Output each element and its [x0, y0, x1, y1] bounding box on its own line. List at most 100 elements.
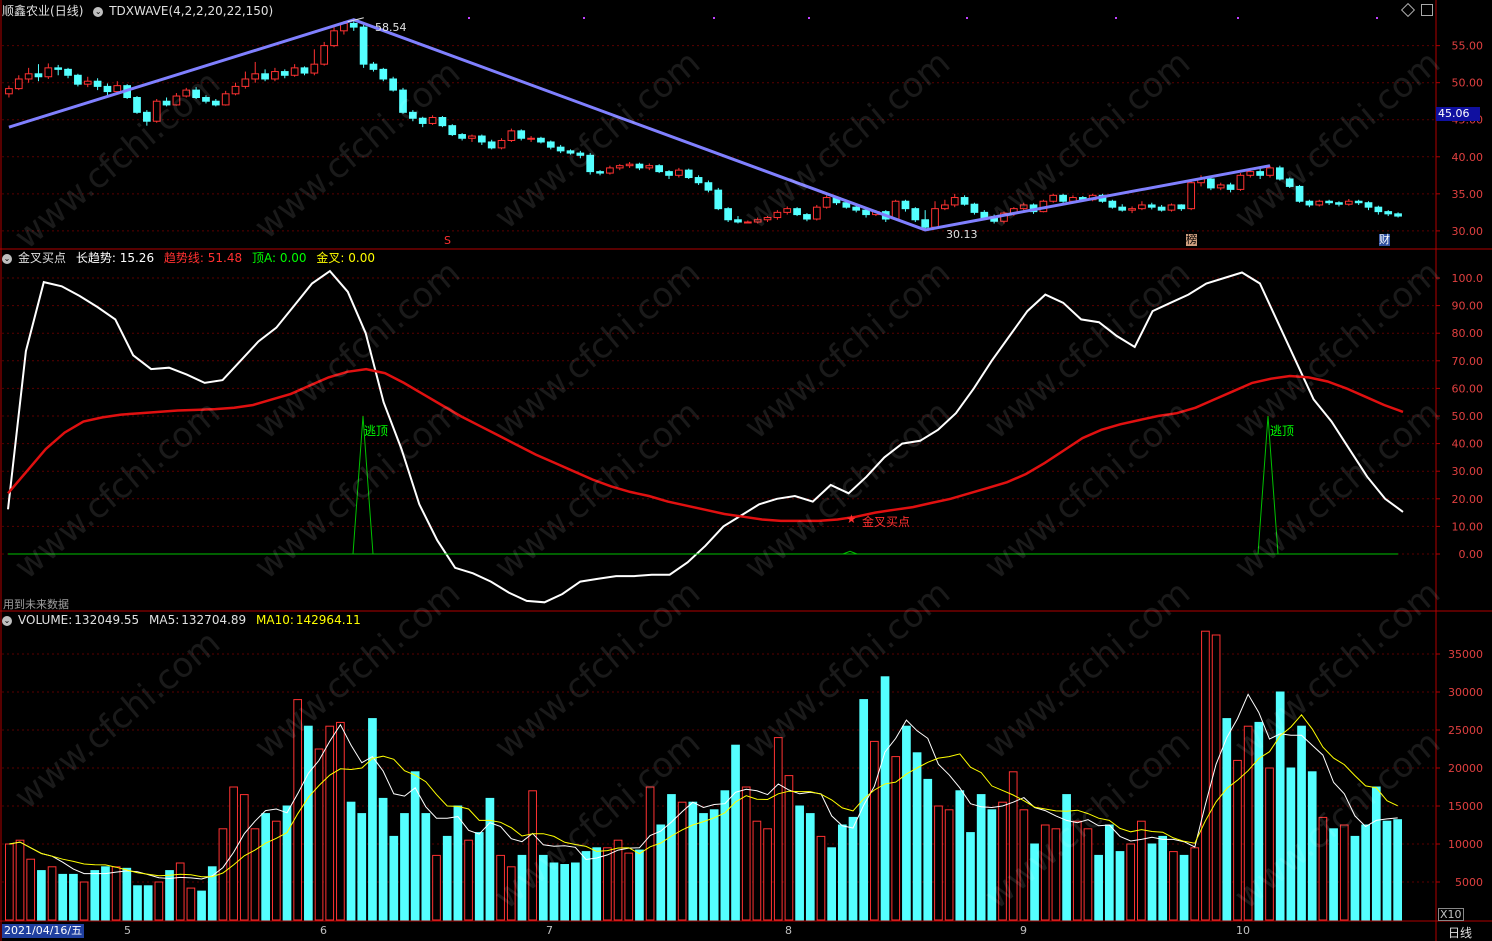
- candle-body: [143, 111, 151, 122]
- candle-body: [477, 135, 486, 143]
- volume-bar: [731, 744, 740, 921]
- volume-bar: [1179, 854, 1189, 921]
- candle-body: [1285, 178, 1294, 187]
- candle-body: [418, 117, 427, 124]
- candle-body: [1295, 185, 1304, 202]
- volume-bar: [1147, 843, 1157, 921]
- candle-body: [1147, 204, 1156, 208]
- volume-bar: [741, 786, 751, 921]
- collapse-icon[interactable]: ⌄: [2, 253, 12, 264]
- candle-body: [1256, 171, 1264, 176]
- candle-body: [310, 63, 319, 74]
- collapse-icon[interactable]: ⌄: [2, 615, 12, 626]
- candle-body: [714, 189, 723, 210]
- candle-body: [44, 67, 53, 78]
- month-label-6: 6: [320, 924, 327, 937]
- volume-bar: [720, 790, 730, 921]
- volume-bar: [175, 862, 185, 921]
- high-price-label: 58.54: [375, 21, 407, 34]
- volume-bar: [325, 725, 335, 921]
- candle-body: [192, 89, 200, 99]
- marker-s[interactable]: S: [444, 234, 451, 247]
- volume-bar: [560, 864, 570, 921]
- volume-bar: [624, 852, 634, 921]
- wave-line: [8, 17, 1271, 232]
- candle-body: [980, 211, 989, 219]
- candle-body: [74, 74, 82, 85]
- candle-body: [941, 204, 949, 210]
- volume-bar: [410, 771, 420, 921]
- volume-bar: [90, 870, 100, 921]
- volume-bar: [880, 676, 890, 921]
- indicator-title[interactable]: 金叉买点: [18, 251, 67, 265]
- volume-bar: [485, 797, 495, 921]
- collapse-icon[interactable]: ⌄: [93, 6, 104, 17]
- field-top-a: 顶A: 0.00: [251, 251, 307, 265]
- volume-bar: [773, 737, 783, 921]
- volume-bar: [1094, 854, 1103, 921]
- y-tick-label: 10000: [1448, 838, 1483, 851]
- volume-bar: [538, 854, 548, 921]
- candle-body: [1364, 202, 1373, 208]
- volume-bar: [1190, 847, 1200, 921]
- candle-body: [211, 100, 220, 106]
- indicator-header: ⌄ 金叉买点 长趋势: 15.26 趋势线: 51.48 顶A: 0.00 金叉:…: [2, 250, 381, 266]
- volume-bar: [101, 866, 110, 921]
- volume-bar: [816, 835, 826, 921]
- golden-cross-spike: [842, 550, 858, 555]
- volume-bar: [1329, 828, 1338, 921]
- candle-body: [1118, 206, 1127, 211]
- candle-body: [1325, 200, 1333, 204]
- candle-body: [970, 203, 979, 213]
- volume-bar: [784, 775, 794, 921]
- signal-escape-top-1: 逃顶: [364, 424, 389, 438]
- volume-bar: [870, 740, 879, 921]
- indicator-series: [7, 269, 1404, 604]
- candle-body: [1236, 174, 1245, 190]
- candle-body: [862, 209, 870, 216]
- marker-cai[interactable]: 财: [1379, 233, 1390, 246]
- volume-bar: [1019, 809, 1029, 921]
- candle-body: [468, 135, 476, 139]
- field-trend-line: 趋势线: 51.48: [163, 251, 243, 265]
- candle-body: [1305, 200, 1314, 206]
- candle-body: [172, 95, 181, 106]
- candle-body: [842, 202, 851, 208]
- volume-title[interactable]: VOLUME:: [18, 613, 73, 627]
- volume-bar: [709, 809, 719, 921]
- long-trend-line: [7, 269, 1404, 604]
- indicator-label[interactable]: TDXWAVE(4,2,2,20,22,150): [109, 4, 274, 18]
- volume-bar: [357, 813, 367, 921]
- candle-body: [793, 208, 801, 216]
- volume-bar: [699, 813, 708, 921]
- volume-bar: [122, 867, 132, 921]
- window-restore-icon[interactable]: [1421, 4, 1433, 16]
- month-label-10: 10: [1236, 924, 1250, 937]
- candle-body: [517, 130, 526, 139]
- y-tick-label: 80.00: [1452, 327, 1484, 340]
- candle-body: [586, 154, 595, 173]
- period-selector[interactable]: 日线: [1448, 926, 1473, 940]
- candle-body: [369, 63, 378, 70]
- candle-body: [665, 171, 673, 176]
- candle-body: [1275, 167, 1284, 180]
- y-tick-label: 0.00: [1459, 548, 1484, 561]
- volume-bar: [336, 721, 345, 921]
- volume-bar: [1062, 794, 1071, 921]
- stock-name[interactable]: 顺鑫农业: [2, 4, 51, 18]
- candle-body: [300, 67, 309, 74]
- volume-bar: [15, 839, 25, 921]
- candle-body: [606, 167, 614, 174]
- candle-body: [891, 200, 900, 220]
- marker-bang[interactable]: 榜: [1186, 233, 1197, 246]
- volume-bar: [1169, 851, 1178, 921]
- volume-ma5-line: [9, 693, 1398, 880]
- candle-body: [330, 30, 338, 47]
- candle-body: [931, 208, 939, 228]
- low-price-label: 30.13: [946, 228, 978, 241]
- volume-bar: [1158, 835, 1168, 921]
- volume-bar: [859, 699, 869, 921]
- event-dot: [1237, 17, 1239, 19]
- volume-bar: [1286, 767, 1296, 921]
